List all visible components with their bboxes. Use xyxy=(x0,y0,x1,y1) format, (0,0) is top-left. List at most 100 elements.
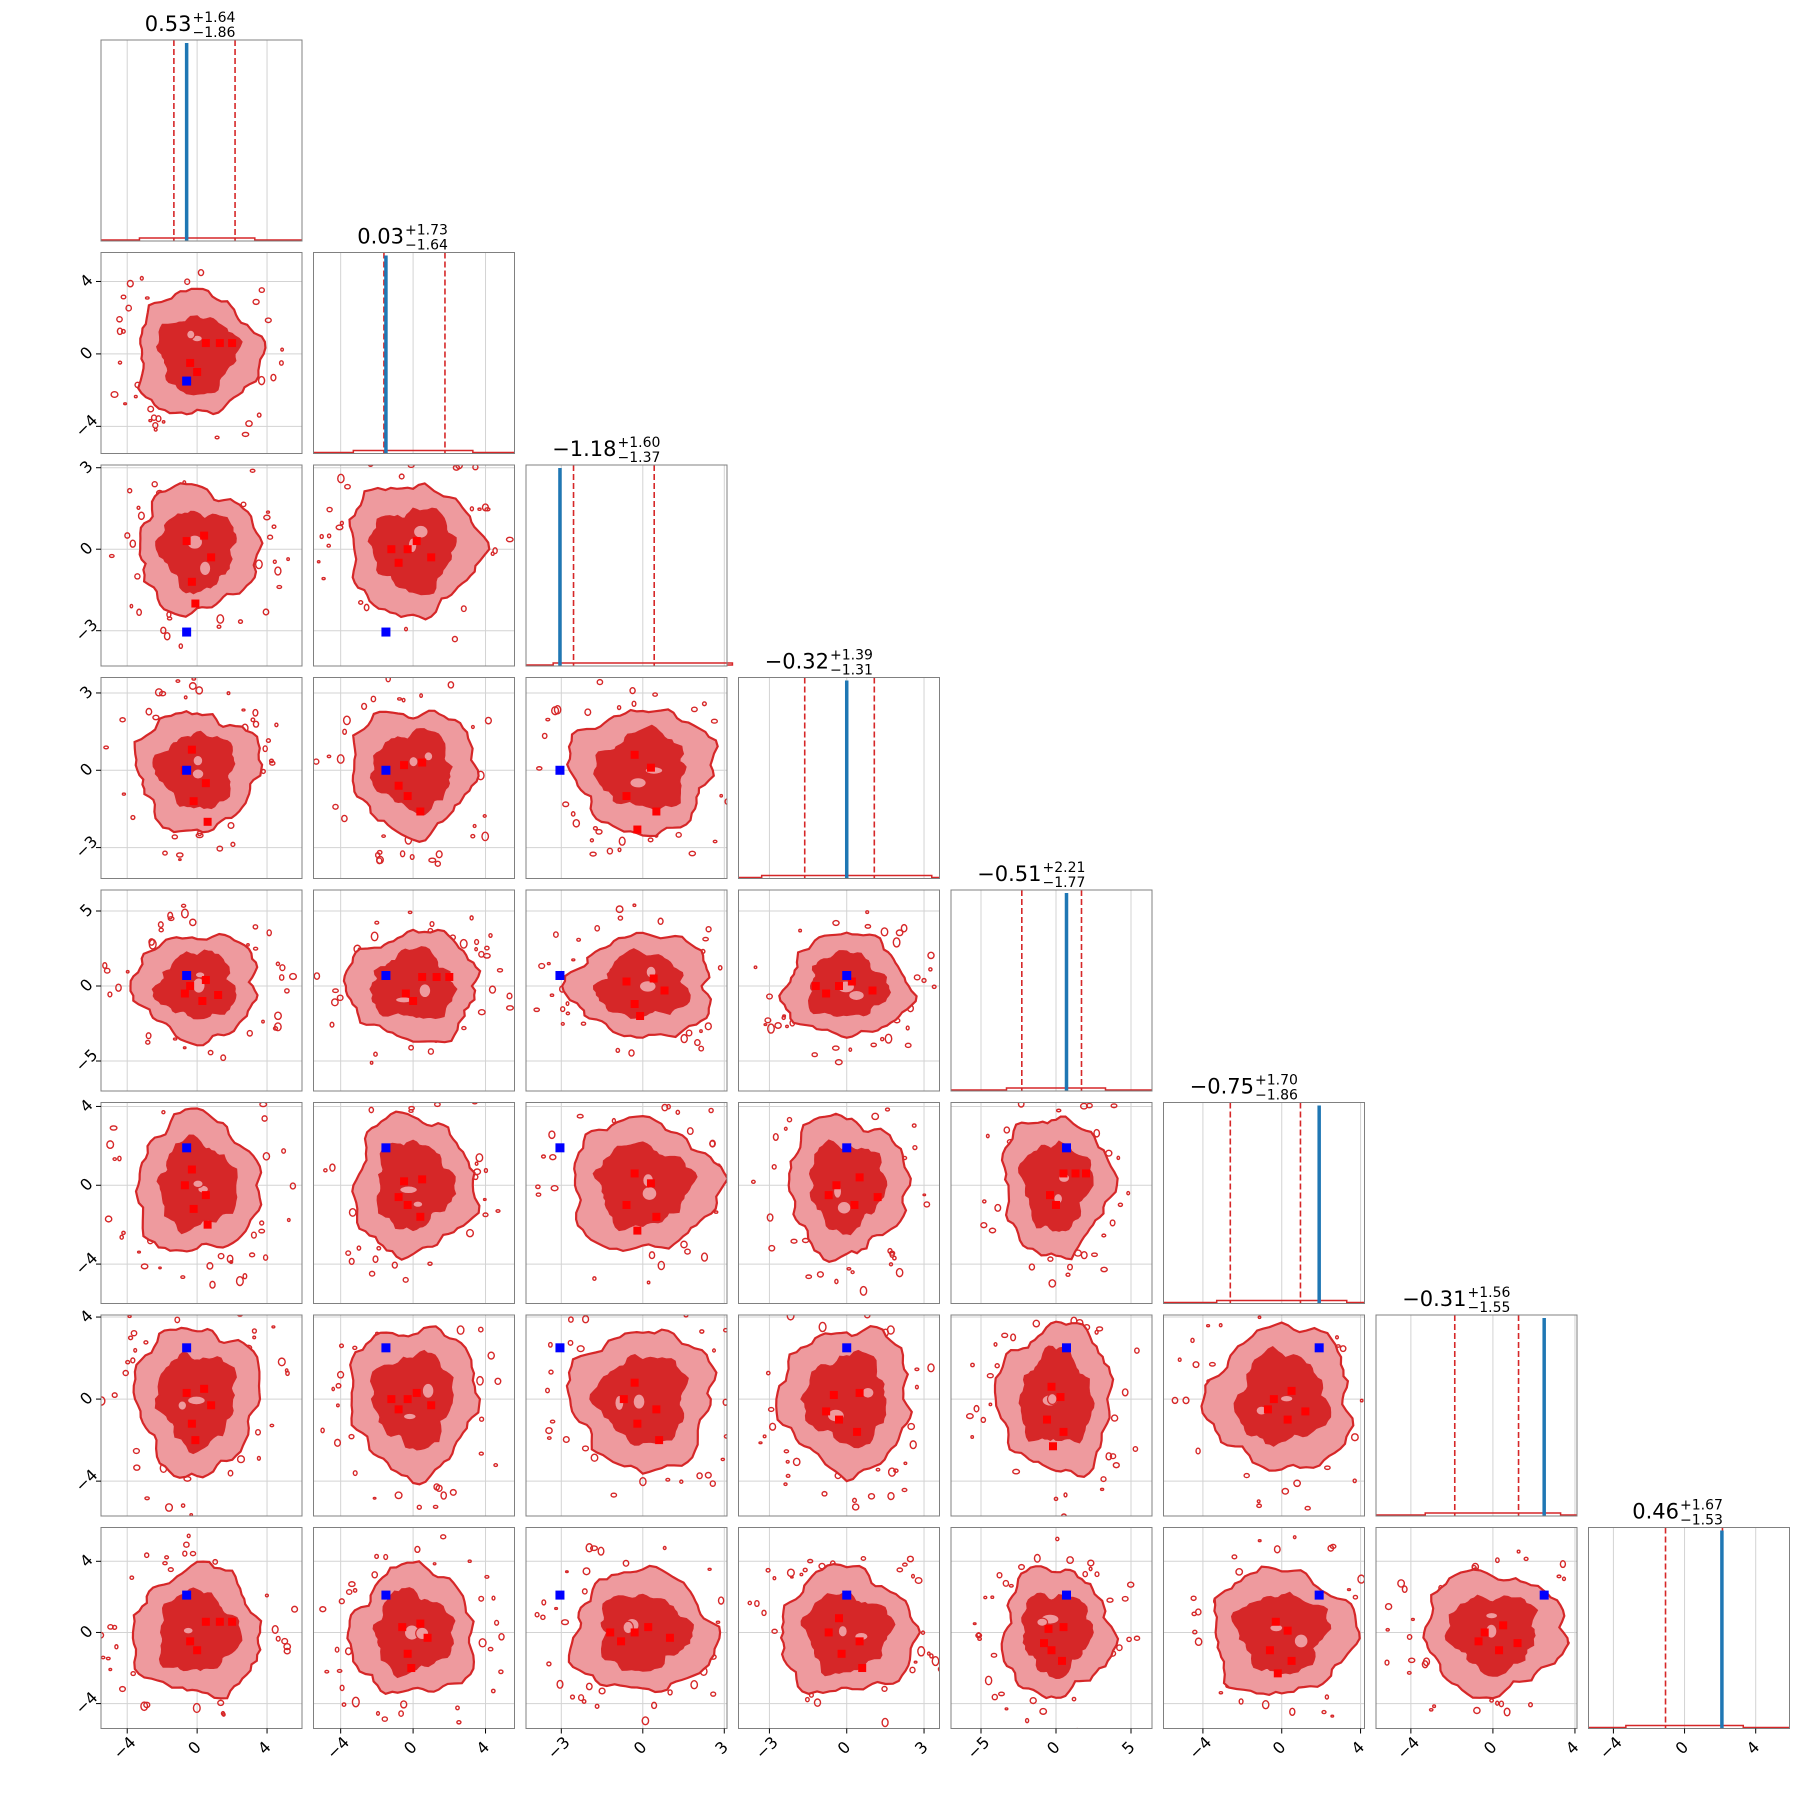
contour-inner xyxy=(808,1139,888,1236)
outlier-contour xyxy=(1359,1398,1364,1403)
outlier-contour xyxy=(1384,1659,1390,1666)
outlier-contour xyxy=(1055,1108,1062,1113)
outlier-contour xyxy=(491,1595,496,1601)
outlier-contour xyxy=(174,1316,181,1324)
outlier-contour xyxy=(115,983,122,992)
red-marker xyxy=(1040,1639,1048,1648)
outlier-contour xyxy=(758,1441,763,1445)
red-marker xyxy=(200,1384,209,1393)
contour-frame xyxy=(738,1527,940,1729)
outlier-contour xyxy=(805,1274,813,1280)
panel-title-5: −0.75 +1.70−1.86 xyxy=(1190,1073,1298,1104)
outlier-contour xyxy=(538,962,546,970)
red-marker xyxy=(186,358,195,367)
red-marker xyxy=(423,1633,432,1642)
outlier-contour xyxy=(747,1600,753,1606)
red-marker xyxy=(811,982,820,990)
outlier-contour xyxy=(110,390,119,399)
outlier-contour xyxy=(592,825,599,831)
red-marker xyxy=(630,1628,639,1637)
outlier-contour xyxy=(418,454,421,457)
outlier-contour xyxy=(352,1470,358,1477)
outlier-contour xyxy=(1407,1657,1416,1664)
outlier-contour xyxy=(734,1335,740,1343)
outlier-contour xyxy=(209,1280,216,1289)
outlier-contour xyxy=(771,1628,778,1635)
outlier-contour xyxy=(281,1148,287,1154)
outlier-contour xyxy=(1585,1605,1588,1607)
outlier-contour xyxy=(719,793,724,798)
red-marker xyxy=(646,763,655,772)
outlier-contour xyxy=(103,967,111,974)
red-marker xyxy=(394,1405,403,1414)
outlier-contour xyxy=(1067,1263,1073,1271)
truth-marker xyxy=(182,376,192,386)
red-marker xyxy=(847,977,856,986)
red-marker xyxy=(400,761,409,770)
outlier-contour xyxy=(162,850,168,856)
red-marker xyxy=(403,1395,412,1404)
outlier-contour xyxy=(258,287,266,294)
outlier-contour xyxy=(143,1340,149,1345)
outlier-contour xyxy=(280,347,285,352)
outlier-contour xyxy=(348,1581,356,1588)
contour-panel-3-1 xyxy=(313,677,515,879)
histogram-frame xyxy=(525,464,728,667)
outlier-contour xyxy=(433,1102,441,1108)
y-tick-label: −3 xyxy=(71,832,101,862)
outlier-contour xyxy=(474,1161,479,1166)
red-marker xyxy=(387,1395,396,1404)
outlier-contour xyxy=(107,1624,114,1630)
outlier-contour xyxy=(1406,1633,1413,1641)
contour-hole xyxy=(848,989,865,1002)
outlier-contour xyxy=(467,1559,472,1564)
contour-inner xyxy=(800,1590,896,1677)
outlier-contour xyxy=(283,1642,292,1651)
contour-frame xyxy=(950,1314,1153,1517)
contour-hole xyxy=(402,1412,417,1421)
outlier-contour xyxy=(880,927,889,937)
outlier-contour xyxy=(745,1223,749,1228)
outlier-contour xyxy=(127,1335,134,1341)
red-marker xyxy=(228,339,237,348)
outlier-contour xyxy=(136,505,141,510)
outlier-contour xyxy=(478,1416,485,1422)
outlier-contour xyxy=(272,1026,279,1031)
red-marker xyxy=(1301,1407,1310,1416)
outlier-contour xyxy=(717,1596,725,1605)
outlier-contour xyxy=(275,961,281,967)
outlier-contour xyxy=(407,910,413,915)
y-tick-label: −4 xyxy=(71,1248,101,1278)
outlier-contour xyxy=(546,1436,552,1441)
outlier-contour xyxy=(1556,1574,1562,1579)
outlier-contour xyxy=(665,1477,671,1482)
histogram-panel-1: 0.03 +1.73−1.64 xyxy=(313,223,515,454)
outlier-contour xyxy=(1078,1304,1085,1313)
outlier-contour xyxy=(278,360,284,366)
outlier-contour xyxy=(914,1367,920,1372)
outlier-contour xyxy=(786,1568,795,1578)
outlier-contour xyxy=(1109,1219,1116,1227)
histogram-panel-4: −0.51 +2.21−1.77 xyxy=(950,860,1153,1092)
outlier-contour xyxy=(804,1696,810,1703)
outlier-contour xyxy=(242,1273,248,1280)
outlier-contour xyxy=(581,1588,588,1595)
outlier-contour xyxy=(994,1363,1000,1369)
outlier-contour xyxy=(137,511,145,521)
outlier-contour xyxy=(385,677,391,683)
outlier-contour xyxy=(313,758,320,765)
outlier-contour xyxy=(125,1359,131,1365)
outlier-contour xyxy=(274,1011,282,1021)
outlier-contour xyxy=(447,681,455,689)
outlier-contour xyxy=(104,1215,113,1223)
outlier-contour xyxy=(988,1227,997,1234)
outlier-contour xyxy=(107,991,113,998)
contour-hole xyxy=(186,1395,206,1406)
red-marker xyxy=(407,1664,416,1673)
red-marker xyxy=(182,1388,191,1397)
truth-marker xyxy=(842,1343,852,1353)
outlier-contour xyxy=(617,915,624,921)
outlier-contour xyxy=(1190,1595,1197,1602)
red-marker xyxy=(633,1226,642,1235)
outlier-contour xyxy=(262,1254,269,1261)
